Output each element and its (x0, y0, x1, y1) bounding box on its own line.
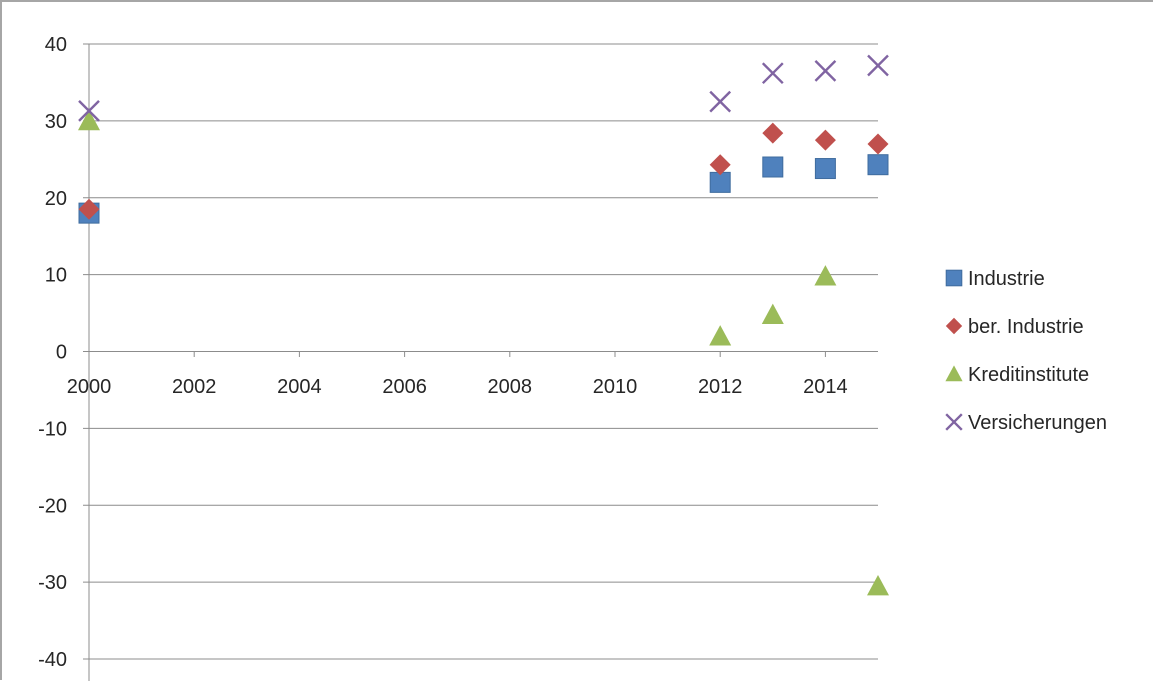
legend-label-versicherungen: Versicherungen (968, 412, 1107, 434)
legend-item-kreditinstitute: Kreditinstitute (945, 364, 1089, 386)
x-tick-label: 2006 (382, 376, 427, 398)
data-point-versicherungen (867, 54, 889, 77)
data-point-industrie (762, 156, 784, 178)
legend-item-industrie: Industrie (945, 268, 1045, 290)
legend-marker-kreditinstitute (945, 365, 963, 382)
legend-marker-versicherungen (945, 413, 963, 431)
y-tick-label: -20 (38, 495, 67, 517)
data-point-ber-industrie (867, 133, 889, 155)
data-point-industrie (709, 171, 731, 193)
data-point-versicherungen (78, 100, 100, 122)
y-tick-label: 0 (56, 342, 67, 364)
x-tick-label: 2014 (803, 376, 848, 398)
data-point-kreditinstitute (709, 325, 732, 346)
series-kreditinstitute (78, 109, 889, 596)
y-tick-labels: 40 30 20 10 0 -10 -20 -30 -40 (38, 34, 67, 671)
x-marker-stroke (867, 54, 889, 77)
y-tick-label: -30 (38, 572, 67, 594)
data-point-versicherungen (761, 62, 784, 85)
axes (83, 43, 826, 681)
series-ber-industrie (78, 122, 889, 220)
data-point-industrie (814, 158, 836, 180)
y-tick-label: 10 (45, 265, 67, 287)
data-point-ber-industrie (814, 129, 836, 151)
x-marker-stroke (78, 100, 100, 122)
x-marker-stroke (761, 62, 784, 85)
data-point-ber-industrie (78, 198, 100, 220)
x-tick-label: 2008 (488, 376, 533, 398)
y-tick-label: 30 (45, 111, 67, 133)
x-tick-label: 2002 (172, 376, 217, 398)
legend-marker-industrie (945, 269, 963, 287)
data-point-versicherungen (814, 60, 837, 82)
data-point-kreditinstitute (761, 303, 784, 324)
y-tick-label: 20 (45, 188, 67, 210)
y-tick-label: 40 (45, 34, 67, 56)
x-tick-label: 2012 (698, 376, 743, 398)
x-tick-label: 2000 (67, 376, 112, 398)
data-point-ber-industrie (762, 122, 784, 144)
data-point-kreditinstitute (78, 109, 100, 131)
legend-label-ber-industrie: ber. Industrie (968, 316, 1084, 338)
legend-marker-ber-industrie (945, 317, 963, 335)
data-point-kreditinstitute (814, 265, 837, 286)
legend-label-kreditinstitute: Kreditinstitute (968, 364, 1089, 386)
series-industrie (78, 154, 889, 224)
y-tick-label: -10 (38, 418, 67, 440)
data-point-kreditinstitute (867, 574, 889, 596)
x-marker-stroke (709, 90, 732, 113)
series-versicherungen (78, 54, 889, 122)
x-tick-label: 2010 (593, 376, 638, 398)
legend-item-versicherungen: Versicherungen (945, 412, 1107, 434)
data-point-industrie (867, 154, 889, 176)
x-marker-stroke (945, 413, 963, 431)
x-marker-stroke (814, 60, 837, 82)
legend-label-industrie: Industrie (968, 268, 1045, 290)
x-tick-labels: 2000 2002 2004 2006 2008 2010 2012 2014 (67, 376, 848, 398)
legend-item-ber-industrie: ber. Industrie (945, 316, 1084, 338)
x-tick-label: 2004 (277, 376, 322, 398)
y-tick-label: -40 (38, 649, 67, 671)
gridlines (89, 43, 878, 660)
data-point-ber-industrie (709, 154, 731, 176)
legend: Industrie ber. Industrie Kreditinstitute Ve… (945, 268, 1107, 434)
data-points (78, 54, 889, 596)
data-point-versicherungen (709, 90, 732, 113)
